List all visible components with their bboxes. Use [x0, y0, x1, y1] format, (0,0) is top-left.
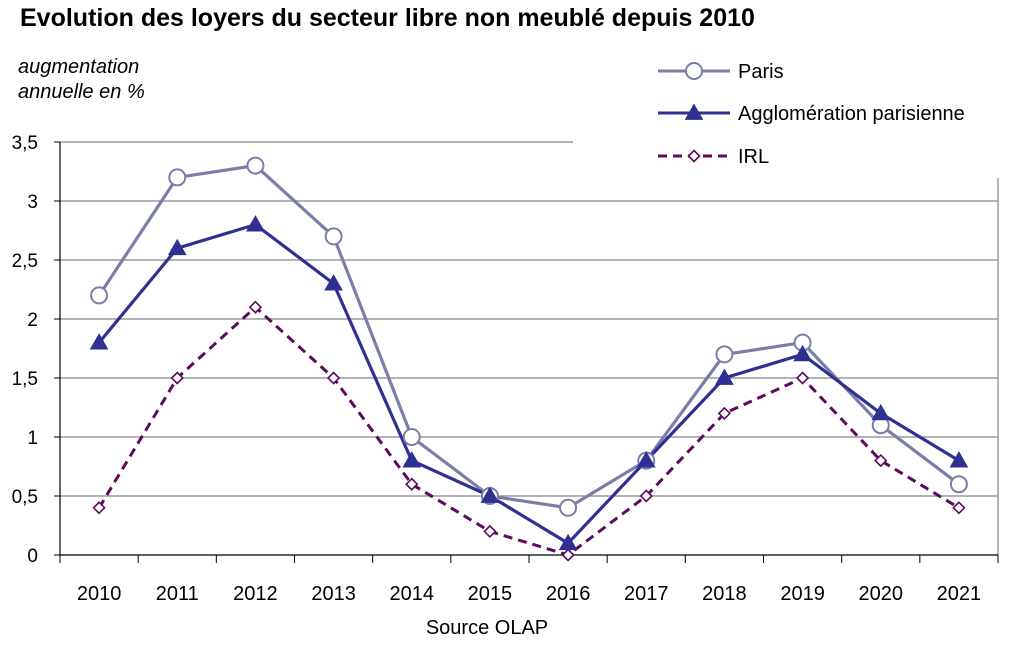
x-tick-label: 2012 — [233, 583, 278, 605]
y-tick-label: 3 — [27, 192, 38, 213]
data-point-s2-2 — [248, 300, 263, 314]
data-point-s1-6 — [558, 533, 578, 551]
data-point-s1-4 — [402, 451, 422, 468]
x-tick-label: 2018 — [702, 583, 747, 605]
data-point-s0-3 — [324, 227, 343, 246]
y-tick-label: 0,5 — [12, 487, 38, 508]
y-axis-label-line-2: annuelle en % — [18, 81, 145, 103]
chart-title: Evolution des loyers du secteur libre no… — [20, 4, 755, 32]
data-point-s0-2 — [246, 156, 265, 175]
x-tick-label: 2017 — [624, 583, 669, 605]
y-tick-label: 1,5 — [12, 369, 38, 390]
data-point-s1-10 — [871, 403, 891, 421]
data-point-s2-0 — [92, 501, 106, 515]
data-point-s0-4 — [402, 428, 421, 446]
data-point-s0-0 — [90, 286, 109, 305]
data-point-s0-6 — [559, 498, 578, 517]
legend-label-2: IRL — [738, 146, 769, 168]
data-point-s0-1 — [168, 168, 187, 187]
legend-marker-0 — [685, 62, 703, 80]
series-line-2 — [97, 305, 960, 557]
data-point-s1-11 — [949, 451, 969, 468]
grid-lines — [60, 141, 999, 555]
data-point-s2-10 — [874, 453, 888, 468]
y-tick-label: 1 — [27, 428, 38, 449]
legend-marker-2 — [687, 149, 701, 163]
series-line-1 — [97, 223, 960, 545]
y-tick-label: 2 — [27, 310, 38, 331]
data-point-s2-5 — [483, 524, 497, 539]
x-tick-label: 2015 — [468, 583, 513, 605]
data-point-s1-8 — [715, 368, 734, 385]
data-point-s1-2 — [246, 215, 265, 232]
x-axis-source-label: Source OLAP — [426, 617, 548, 639]
data-point-s0-11 — [949, 475, 968, 494]
data-point-s2-7 — [639, 489, 653, 503]
series-lines — [89, 156, 969, 562]
data-point-s2-3 — [326, 371, 341, 385]
x-tick-label: 2014 — [390, 583, 435, 605]
x-tick-label: 2019 — [780, 583, 825, 605]
data-point-s1-5 — [480, 486, 500, 503]
legend-label-0: Paris — [738, 61, 784, 83]
x-tick-label: 2010 — [77, 583, 122, 605]
data-point-s2-9 — [795, 371, 810, 385]
data-point-s1-9 — [793, 344, 812, 362]
data-point-s2-6 — [561, 548, 575, 562]
y-tick-label: 3,5 — [12, 133, 38, 154]
x-tick-label: 2016 — [546, 583, 591, 605]
data-point-s1-3 — [324, 274, 343, 291]
legend: Paris Agglomération parisienne IRL — [658, 61, 965, 168]
data-point-s2-4 — [405, 477, 419, 491]
data-point-s2-1 — [170, 371, 184, 385]
x-tick-label: 2011 — [156, 583, 199, 605]
series-line-0 — [97, 164, 960, 510]
x-tick-label: 2021 — [937, 583, 982, 605]
x-tick-label: 2020 — [859, 583, 904, 605]
axes: 0 0,5 1 1,5 2 2,5 3 3,5 2010 2011 2012 2013 2014 2015… — [12, 133, 999, 605]
data-point-s2-8 — [717, 406, 732, 421]
legend-label-1: Agglomération parisienne — [738, 103, 965, 125]
data-point-s1-0 — [89, 333, 109, 350]
data-point-s1-1 — [167, 238, 187, 256]
data-point-s2-11 — [952, 501, 966, 515]
y-axis-label-line-1: augmentation — [18, 56, 140, 78]
data-point-s0-8 — [715, 345, 734, 364]
legend-marker-1 — [684, 103, 704, 120]
y-tick-label: 2,5 — [12, 251, 38, 272]
y-tick-label: 0 — [27, 546, 38, 567]
data-point-s1-7 — [636, 451, 656, 468]
x-tick-label: 2013 — [311, 583, 356, 605]
y-axis-label: augmentation annuelle en % — [18, 55, 145, 105]
